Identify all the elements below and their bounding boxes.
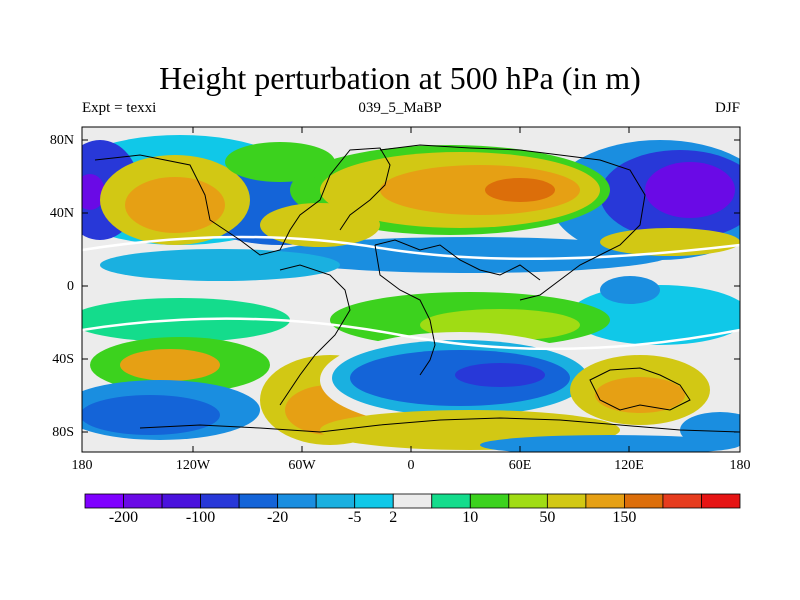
lon-tick-label: 0 <box>407 458 415 473</box>
contour-blob <box>82 174 105 210</box>
lon-tick-label: 120W <box>175 458 211 473</box>
lon-tick-label: 180 <box>71 458 93 473</box>
colorbar-label: -20 <box>266 509 289 526</box>
contour-blob <box>645 162 735 218</box>
colorbar-box <box>238 493 279 509</box>
colorbar-box <box>624 493 664 509</box>
lat-tick-label: 40N <box>49 206 74 221</box>
contour-blob <box>485 178 555 202</box>
plot-title: Height perturbation at 500 hPa (in m) <box>159 60 641 96</box>
lat-tick-label: 40S <box>52 352 74 367</box>
contour-blob <box>455 363 545 387</box>
colorbar-box <box>469 493 510 509</box>
colorbar-box <box>431 493 471 509</box>
lon-tick-label: 60E <box>508 458 532 473</box>
lat-tick-label: 0 <box>67 279 74 294</box>
colorbar <box>84 493 741 509</box>
colorbar-label: -200 <box>108 509 139 526</box>
contour-blob <box>225 142 335 182</box>
colorbar-box <box>662 493 702 509</box>
colorbar-label: 2 <box>389 509 398 526</box>
contour-blob <box>120 349 220 381</box>
colorbar-box <box>277 493 317 509</box>
coastlines <box>94 144 740 433</box>
lon-tick-label: 60W <box>288 458 316 473</box>
colorbar-label: -100 <box>185 509 216 526</box>
contour-blob <box>380 165 580 215</box>
colorbar-label: 50 <box>539 509 556 526</box>
zero-contour <box>82 317 740 351</box>
season-label: DJF <box>714 100 740 116</box>
colorbar-box <box>123 493 163 509</box>
colorbar-box <box>392 493 433 509</box>
contour-field <box>82 127 740 452</box>
contour-blob <box>100 249 340 281</box>
colorbar-box <box>546 493 587 509</box>
run-id-label: 039_5_MaBP <box>358 100 442 116</box>
lat-tick-label: 80S <box>52 425 74 440</box>
contour-blob <box>82 395 220 435</box>
colorbar-box <box>315 493 356 509</box>
colorbar-label: 10 <box>462 509 479 526</box>
contour-blob <box>600 276 660 304</box>
contour-blob <box>260 203 380 247</box>
contour-blob <box>125 177 225 233</box>
contour-blob <box>595 377 685 413</box>
colorbar-box <box>701 493 741 509</box>
colorbar-box <box>508 493 548 509</box>
axis-ticks <box>82 127 740 452</box>
colorbar-box <box>585 493 625 509</box>
colorbar-label: 150 <box>612 509 637 526</box>
contour-blob <box>480 435 740 452</box>
experiment-label: Expt = texxi <box>82 100 157 116</box>
colorbar-label: -5 <box>348 509 362 526</box>
lon-tick-label: 180 <box>729 458 751 473</box>
lon-tick-label: 120E <box>614 458 644 473</box>
zero-contour <box>82 235 740 261</box>
lat-tick-label: 80N <box>49 133 74 148</box>
colorbar-box <box>200 493 240 509</box>
colorbar-box <box>354 493 394 509</box>
colorbar-box <box>84 493 124 509</box>
colorbar-box <box>161 493 201 509</box>
